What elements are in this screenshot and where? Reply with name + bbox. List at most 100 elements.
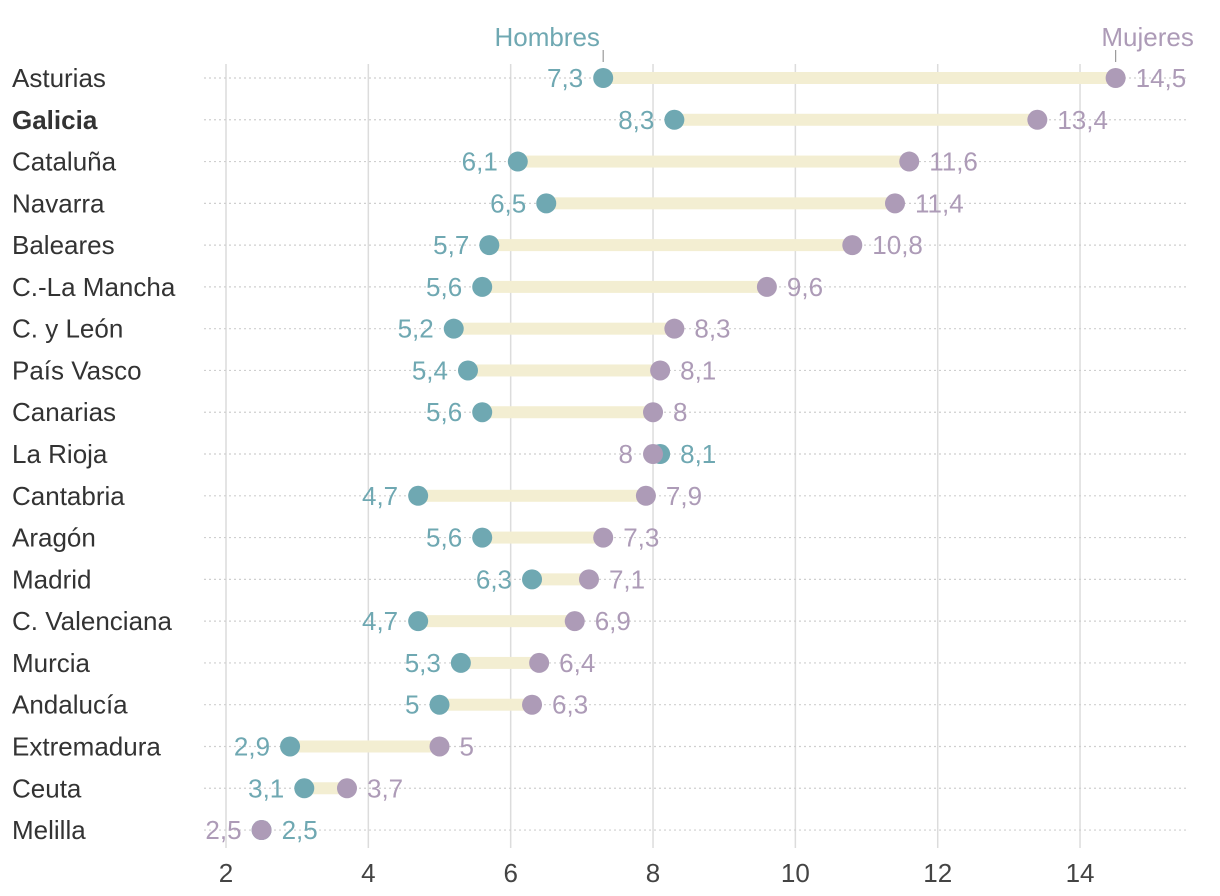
range-bar [482,531,604,544]
row-label: Madrid [12,564,91,594]
row-label: C. Valenciana [12,606,172,636]
row-label: Cataluña [12,147,117,177]
value-label-men: 5,6 [426,272,462,302]
row-label: Melilla [12,815,86,845]
x-tick-label: 6 [503,858,517,888]
dot-men [457,360,478,381]
row-label: La Rioja [12,439,108,469]
row-label: Asturias [12,63,106,93]
value-label-men: 5,6 [426,523,462,553]
dot-women [643,402,664,423]
x-tick-label: 4 [361,858,375,888]
value-label-men: 5,4 [412,355,448,385]
dot-men [522,569,543,590]
value-label-women: 10,8 [872,230,923,260]
dot-men [429,694,450,715]
dot-women [650,360,671,381]
dot-men [280,736,301,757]
dot-men [593,68,614,88]
value-label-men: 5,7 [433,230,469,260]
row-labels: Asturias Galicia Cataluña Navarra Baleares C.… [12,63,176,845]
value-label-men: 5,2 [398,314,434,344]
value-label-men: 6,1 [462,147,498,177]
value-label-men: 7,3 [547,63,583,93]
range-bar [460,656,540,669]
dot-women [578,569,599,590]
value-label-women: 2,5 [205,815,241,845]
data-points [251,68,1126,841]
value-label-women: 3,7 [367,773,403,803]
value-label-women: 11,4 [915,188,964,218]
dot-women [529,652,550,673]
dot-men [408,485,429,506]
row-label: C. y León [12,314,123,344]
dot-women [884,193,905,214]
range-bar [482,280,767,293]
range-bar [674,113,1038,126]
value-label-men: 4,7 [362,606,398,636]
dot-women [756,276,777,297]
value-label-men: 8,3 [618,105,654,135]
dot-women [664,318,685,339]
row-label: Extremadura [12,731,161,761]
range-bar [546,197,895,210]
row-label: Aragón [12,523,96,553]
range-bar [532,573,589,586]
range-bar [467,364,661,377]
row-label: Canarias [12,397,116,427]
row-label: Galicia [12,105,98,135]
dot-women [842,235,863,256]
x-tick-label: 10 [781,858,810,888]
dot-men [472,527,493,548]
value-label-men: 5,3 [405,648,441,678]
value-label-women: 11,6 [929,147,978,177]
value-label-women: 8 [673,397,687,427]
value-label-men: 3,1 [248,773,284,803]
value-label-men: 2,5 [282,815,318,845]
dot-women [429,736,450,757]
range-bars [290,72,1116,795]
x-axis-ticks: 2 4 6 8 10 12 14 [219,858,1095,888]
dot-women [635,485,656,506]
value-label-women: 7,1 [609,564,645,594]
dot-women [522,694,543,715]
value-label-men: 5,6 [426,397,462,427]
value-label-women: 6,9 [595,606,631,636]
row-label: Murcia [12,648,91,678]
value-label-women: 14,5 [1136,63,1187,93]
dot-women [1027,109,1048,130]
row-label: Baleares [12,230,115,260]
dot-men [507,151,528,172]
dot-men [536,193,557,214]
dot-women [564,611,585,632]
value-label-women: 8 [619,439,633,469]
value-label-women: 8,3 [694,314,730,344]
value-label-men: 6,5 [490,188,526,218]
range-bar [482,406,654,419]
value-label-women: 6,3 [552,690,588,720]
grid-lines [225,64,1081,848]
row-label: C.-La Mancha [12,272,176,302]
range-bar [439,698,533,711]
x-tick-label: 12 [923,858,952,888]
dot-women [336,778,357,799]
dot-women [643,444,664,465]
value-label-women: 6,4 [559,648,595,678]
row-label: Navarra [12,188,105,218]
dot-men [443,318,464,339]
value-label-men: 8,1 [680,439,716,469]
range-bar [290,740,440,753]
value-label-women: 9,6 [787,272,823,302]
legend: Hombres Mujeres [494,22,1194,62]
value-label-women: 7,3 [623,523,659,553]
dot-women [1105,68,1126,88]
dot-women [899,151,920,172]
row-label: País Vasco [12,355,142,385]
range-bar [453,322,675,335]
range-bar [304,782,347,795]
range-bar [489,239,853,252]
value-label-men: 4,7 [362,481,398,511]
x-tick-label: 2 [219,858,233,888]
row-label: Ceuta [12,773,82,803]
